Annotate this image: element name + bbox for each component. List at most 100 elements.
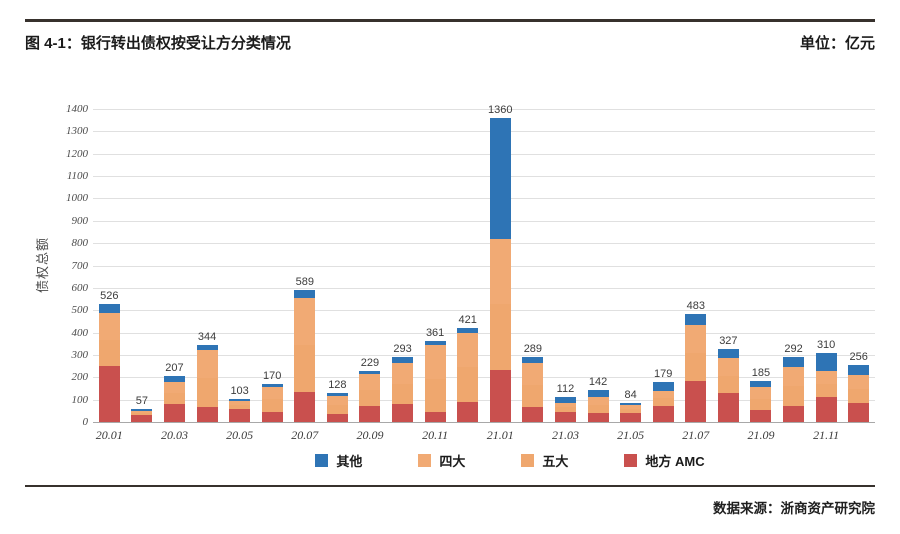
bar-segment: [750, 409, 772, 422]
bar-segment: [392, 363, 414, 384]
x-axis-tick-labels: 20.01 20.03 20.05 20.07 20.09 20.11 21.01 21.03…: [93, 428, 875, 444]
x-tick-label: 20.05: [226, 428, 254, 442]
bar-segment: [554, 402, 576, 408]
bar-segment: [457, 333, 479, 368]
bar-segment: [848, 364, 870, 375]
bar-segment: [750, 387, 772, 399]
bar-segment: [261, 384, 283, 388]
x-tick-label: 21.09: [747, 428, 775, 442]
bar-segment: [848, 388, 870, 403]
y-axis-tick-labels: 0 100 200 300 400 500 600 700 800 900 1000 1100 1200…: [0, 103, 89, 428]
gridline: [93, 399, 875, 401]
bar-segment: [685, 314, 707, 325]
x-tick-label: 20.07: [291, 428, 319, 442]
gridline: [93, 243, 875, 245]
bar-segment: [359, 405, 381, 422]
legend-item: 五大: [521, 451, 568, 470]
bar-segment: [359, 390, 381, 406]
bar-segment: [750, 380, 772, 388]
bar-segment: [163, 392, 185, 405]
bar-segment: [717, 393, 739, 422]
y-tick-label: 400: [71, 326, 89, 339]
top-rule: [25, 19, 875, 22]
gridline: [93, 220, 875, 222]
bar-total-label: 57: [135, 395, 148, 408]
bar-segment: [98, 313, 120, 340]
bar-segment: [424, 378, 446, 412]
plot-area: 526 57 207 344 103 170 589 128 229 293 361 421 1360 2…: [93, 104, 875, 423]
gridline: [93, 287, 875, 289]
gridline: [93, 176, 875, 178]
y-tick-label: 500: [71, 304, 89, 317]
bar-segment: [652, 398, 674, 406]
legend-item: 地方 AMC: [624, 451, 705, 470]
bar-segment: [587, 404, 609, 413]
bar-segment: [717, 375, 739, 394]
bar-segment: [783, 405, 805, 422]
legend-swatch: [315, 454, 329, 467]
bar-segment: [815, 396, 837, 422]
bar-segment: [783, 356, 805, 368]
bar-segment: [131, 415, 153, 422]
bar-segment: [98, 366, 120, 422]
bar-segment: [620, 405, 642, 410]
bar-segment: [522, 357, 544, 363]
bar-segment: [554, 396, 576, 403]
bar-segment: [294, 392, 316, 422]
bar-total-label: 142: [588, 376, 608, 389]
bar-segment: [196, 407, 218, 422]
bar-segment: [131, 409, 153, 412]
bar-segment: [294, 344, 316, 393]
bar-segment: [457, 327, 479, 334]
y-tick-label: 1300: [66, 125, 88, 138]
bar-segment: [652, 390, 674, 399]
bar-segment: [392, 383, 414, 405]
bar-total-label: 179: [654, 367, 673, 380]
bar-segment: [652, 405, 674, 422]
bar-segment: [717, 348, 739, 359]
bottom-rule: [25, 485, 875, 487]
gridline: [93, 377, 875, 379]
bar-total-label: 292: [784, 342, 803, 355]
bar-total-label: 207: [165, 361, 184, 374]
bar-segment: [815, 383, 837, 397]
bar-total-label: 1360: [488, 103, 513, 116]
y-tick-label: 700: [71, 259, 89, 272]
y-tick-label: 100: [71, 393, 89, 406]
bar-total-label: 256: [849, 350, 868, 363]
bar-segment: [294, 290, 316, 298]
bar-segment: [326, 393, 348, 397]
bar-total-label: 344: [197, 331, 217, 344]
x-tick-label: 20.03: [160, 428, 188, 442]
bar-segment: [554, 407, 576, 412]
bar-segment: [163, 404, 185, 422]
figure-title: 图 4-1：银行转出债权按受让方分类情况: [25, 35, 291, 52]
bar-segment: [587, 396, 609, 405]
bar-segment: [196, 378, 218, 408]
y-tick-label: 0: [82, 416, 89, 428]
bar-segment: [229, 409, 251, 422]
x-tick-label: 21.05: [617, 428, 645, 442]
y-tick-label: 300: [71, 348, 89, 361]
bar-total-label: 483: [686, 300, 705, 313]
bar-segment: [131, 411, 153, 414]
bar-segment: [717, 358, 739, 376]
y-tick-label: 600: [71, 281, 89, 294]
bar-segment: [652, 382, 674, 391]
bar-segment: [229, 405, 251, 410]
bar-segment: [261, 411, 283, 422]
bar-segment: [587, 390, 609, 397]
bar-total-label: 293: [393, 342, 412, 355]
x-tick-label: 21.01: [486, 428, 514, 442]
bar-segment: [424, 411, 446, 422]
bar-segment: [815, 370, 837, 384]
bar-total-label: 112: [556, 382, 575, 395]
bar-segment: [424, 345, 446, 379]
bar-segment: [229, 401, 251, 406]
x-tick-label: 21.03: [551, 428, 579, 442]
bar-segment: [620, 403, 642, 406]
bar-segment: [489, 117, 511, 239]
bar-segment: [489, 238, 511, 305]
bar-segment: [848, 402, 870, 422]
